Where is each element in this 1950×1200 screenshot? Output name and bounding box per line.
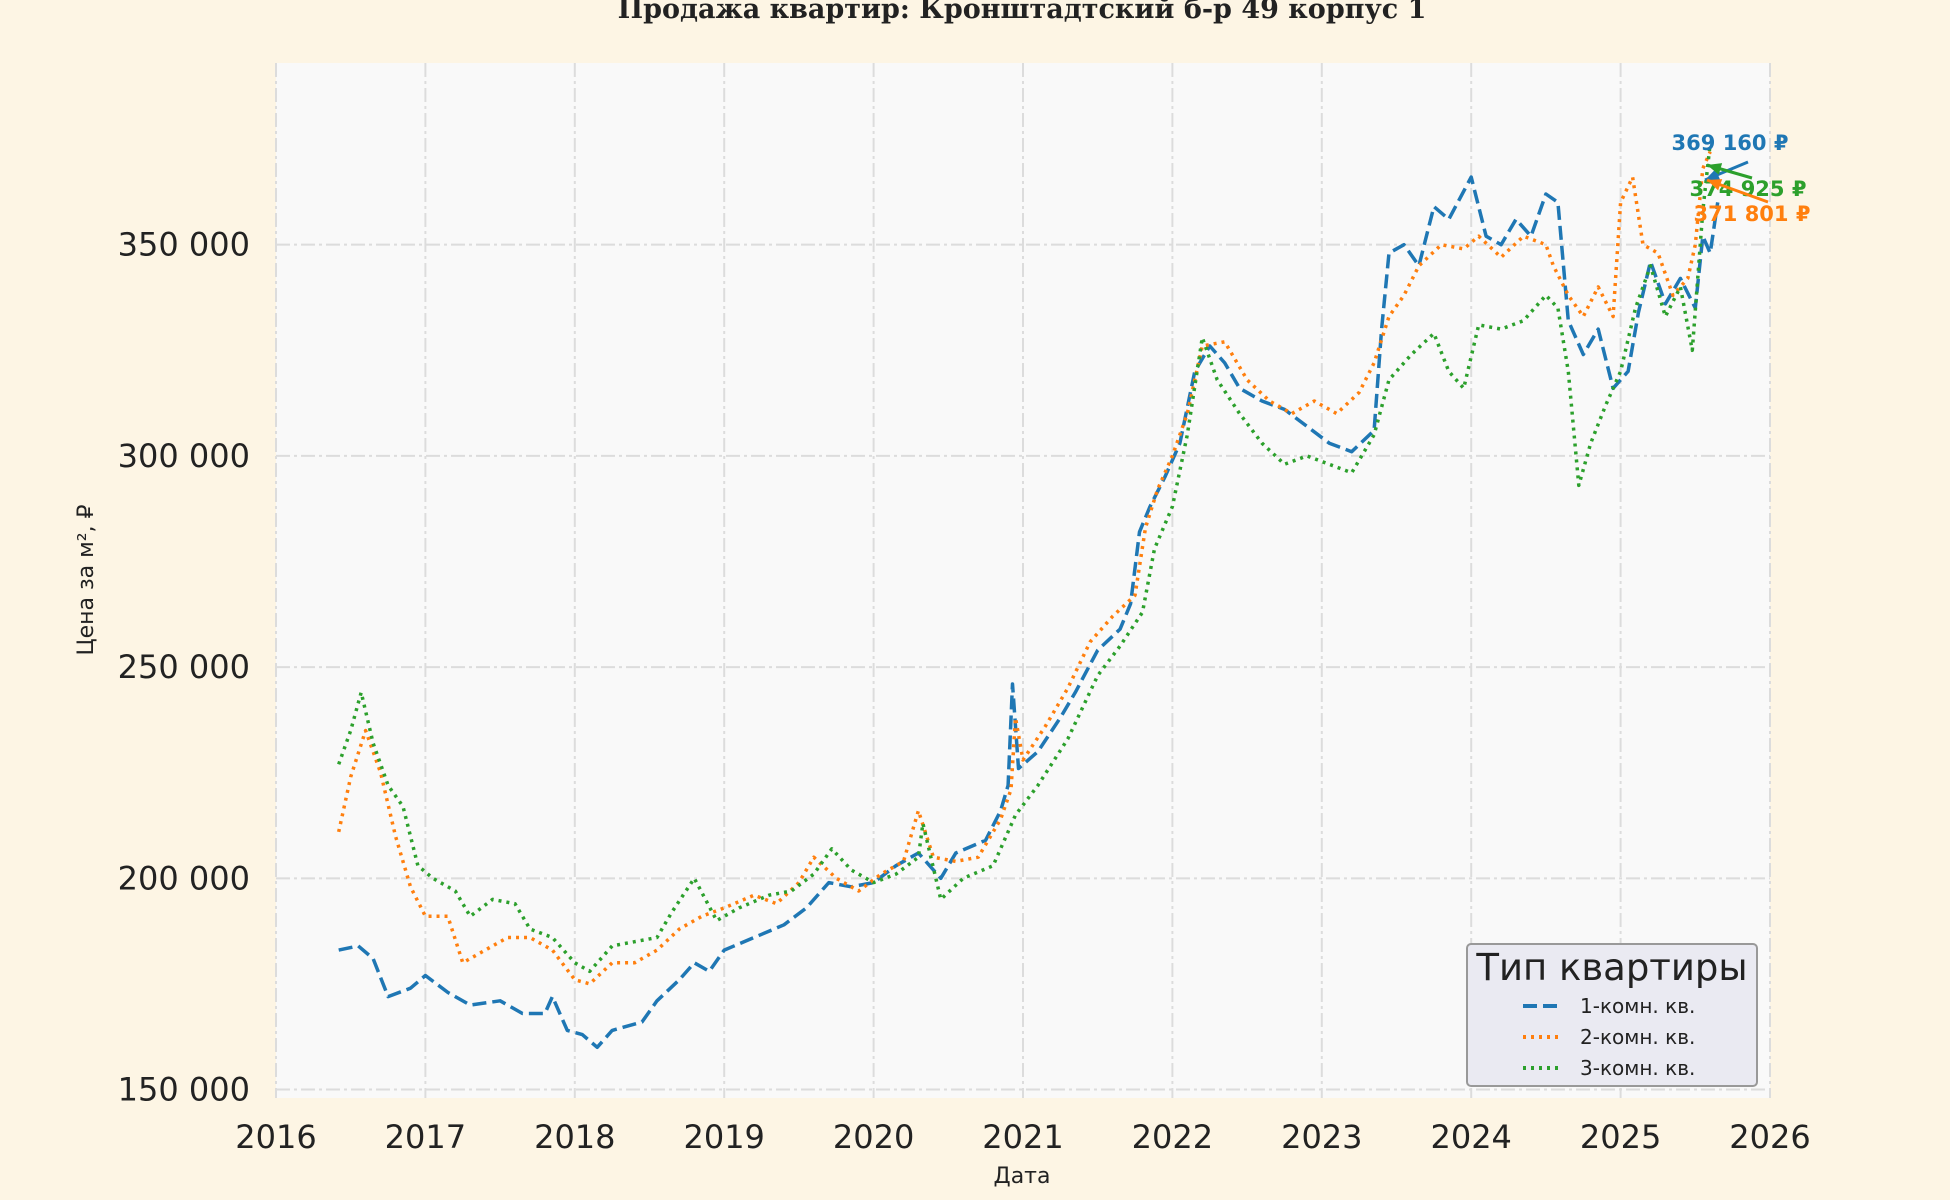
grid-lines: [275, 63, 1771, 1098]
x-tick-label: 2022: [1132, 1118, 1213, 1156]
legend: Тип квартиры 1-комн. кв. 2-комн. кв. 3-ком…: [1466, 943, 1758, 1087]
legend-entry: 1-комн. кв.: [1580, 994, 1695, 1018]
series-line-3: [337, 143, 1712, 974]
x-tick-label: 2020: [833, 1118, 914, 1156]
legend-box: [1466, 943, 1758, 1087]
x-tick-label: 2023: [1281, 1118, 1362, 1156]
last-value-annotations: 369 160 ₽374 925 ₽371 801 ₽: [1672, 131, 1811, 226]
y-tick-label: 150 000: [118, 1071, 250, 1109]
y-axis-label: Цена за м², ₽: [74, 504, 99, 655]
x-axis: 2016 2017 2018 2019 2020 2021 2022 2023 2024 2025…: [235, 1118, 1810, 1156]
x-axis-label: Дата: [994, 1164, 1051, 1189]
x-tick-label: 2024: [1430, 1118, 1511, 1156]
y-tick-label: 350 000: [118, 226, 250, 264]
y-axis: 150 000 200 000 250 000 300 000 350 000: [118, 226, 250, 1109]
x-tick-label: 2026: [1729, 1118, 1810, 1156]
annotation-arrowhead: [1707, 179, 1723, 191]
legend-entry: 3-комн. кв.: [1580, 1056, 1695, 1080]
x-tick-label: 2017: [385, 1118, 466, 1156]
x-tick-label: 2021: [982, 1118, 1063, 1156]
x-tick-label: 2025: [1580, 1118, 1661, 1156]
legend-entry: 2-комн. кв.: [1580, 1025, 1695, 1049]
series-line-1: [338, 175, 1720, 1050]
y-tick-label: 200 000: [118, 859, 250, 897]
annotation-label: 369 160 ₽: [1672, 131, 1789, 155]
x-tick-label: 2019: [683, 1118, 764, 1156]
series-line-2: [336, 150, 1712, 986]
x-tick-label: 2018: [534, 1118, 615, 1156]
y-tick-label: 250 000: [118, 648, 250, 686]
x-tick-label: 2016: [235, 1118, 316, 1156]
annotation-label: 371 801 ₽: [1694, 202, 1811, 226]
y-tick-label: 300 000: [118, 437, 250, 475]
annotation-arrowhead: [1707, 163, 1723, 175]
series-lines: [336, 143, 1720, 1050]
chart-title: Продажа квартир: Кронштадтский б-р 49 ко…: [618, 0, 1427, 25]
legend-title: Тип квартиры: [1475, 946, 1747, 989]
